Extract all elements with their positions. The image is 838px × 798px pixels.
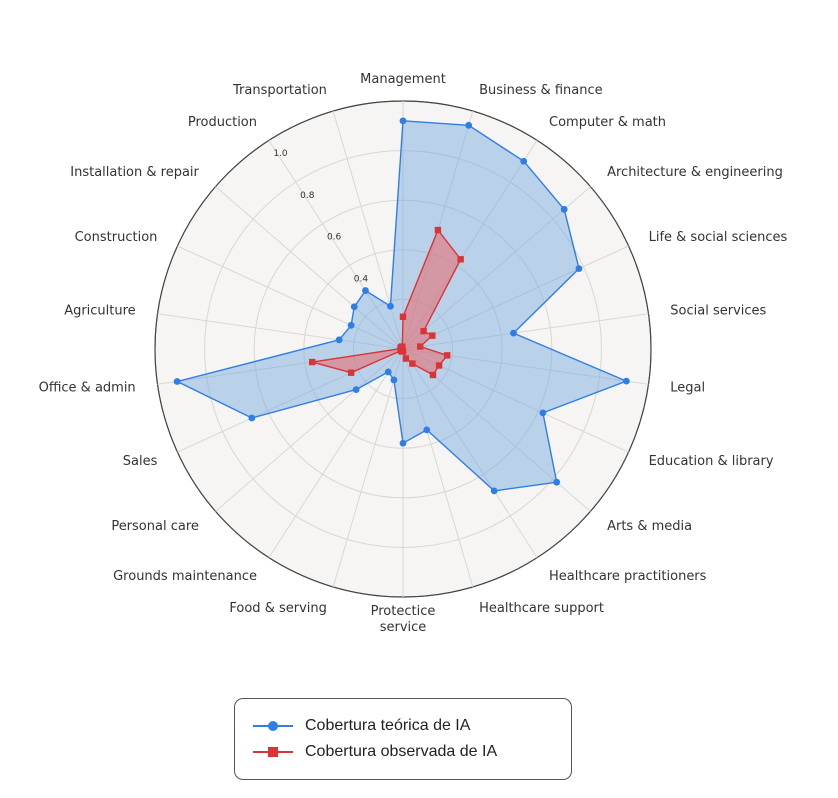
data-point-observed-computer-math bbox=[457, 256, 464, 263]
grid-spoke bbox=[157, 313, 404, 350]
category-label-grounds-maintenance: Grounds maintenance bbox=[113, 569, 257, 584]
data-point-observed-transportation bbox=[399, 343, 406, 350]
legend-label-observed: Cobertura observada de IA bbox=[305, 743, 498, 760]
data-point-observed-office-admin bbox=[308, 358, 316, 366]
legend-swatch-theoretical bbox=[253, 721, 293, 731]
legend-swatch-observed bbox=[253, 747, 293, 757]
data-point-observed-education-library bbox=[435, 362, 443, 369]
data-point-observed-arts-media bbox=[429, 371, 437, 379]
category-label-office-admin: Office & admin bbox=[39, 380, 136, 395]
data-point-theoretical-healthcare-practitioners bbox=[490, 487, 498, 495]
series-layer bbox=[173, 117, 630, 495]
category-label-arts-media: Arts & media bbox=[607, 519, 692, 534]
grid-spoke bbox=[402, 313, 649, 350]
r-tick-label: 0.4 bbox=[354, 274, 369, 284]
legend-item-observed: Cobertura observada de IA bbox=[251, 741, 497, 763]
grid-spoke bbox=[268, 348, 404, 558]
data-point-observed-architecture-engineering bbox=[420, 327, 427, 335]
data-point-theoretical-healthcare-support bbox=[423, 426, 431, 434]
data-point-theoretical-personal-care bbox=[352, 386, 360, 394]
category-label-food-serving: Food & serving bbox=[229, 601, 327, 616]
grid-spoke bbox=[215, 348, 404, 512]
r-tick-label: 0.8 bbox=[300, 191, 315, 201]
category-label-education-library: Education & library bbox=[649, 454, 774, 469]
data-point-theoretical-management bbox=[399, 117, 407, 125]
category-label-legal: Legal bbox=[670, 380, 705, 395]
category-label-agriculture: Agriculture bbox=[64, 304, 136, 319]
data-point-theoretical-construction bbox=[347, 321, 355, 329]
category-labels: Management Business & finance Computer & m… bbox=[39, 72, 788, 635]
category-label-life-social-sciences: Life & social sciences bbox=[649, 230, 788, 245]
data-point-theoretical-installation-repair bbox=[350, 303, 358, 311]
grid-spoke bbox=[402, 186, 591, 350]
category-label-construction: Construction bbox=[75, 230, 158, 245]
grid-spoke bbox=[402, 348, 474, 588]
legend-label-theoretical: Cobertura teórica de IA bbox=[305, 717, 471, 734]
category-label-social-services: Social services bbox=[670, 304, 766, 319]
grid-spoke bbox=[268, 140, 404, 350]
series-0 bbox=[173, 117, 630, 495]
category-label-business-finance: Business & finance bbox=[479, 83, 603, 98]
data-point-theoretical-office-admin bbox=[173, 378, 181, 385]
data-point-theoretical-architecture-engineering bbox=[560, 205, 568, 213]
data-point-theoretical-education-library bbox=[539, 409, 547, 417]
data-point-theoretical-grounds-maintenance bbox=[384, 368, 392, 376]
grid-spoke bbox=[332, 348, 404, 588]
r-tick-label: 1.0 bbox=[273, 149, 288, 159]
category-label-healthcare-support: Healthcare support bbox=[479, 601, 604, 616]
grid-spoke bbox=[215, 186, 404, 350]
category-label-transportation: Transportation bbox=[232, 83, 327, 98]
data-point-observed-healthcare-practitioners bbox=[409, 360, 416, 367]
category-label-sales: Sales bbox=[123, 454, 158, 469]
category-label-architecture-engineering: Architecture & engineering bbox=[607, 165, 783, 180]
category-label-management: Management bbox=[360, 72, 446, 87]
data-point-observed-business-finance bbox=[434, 226, 442, 234]
data-point-observed-sales bbox=[347, 369, 355, 376]
category-label-protectice-service: Protectice service bbox=[371, 604, 436, 635]
data-point-theoretical-life-social-sciences bbox=[575, 265, 583, 273]
data-point-theoretical-agriculture bbox=[335, 336, 343, 344]
grid-spoke bbox=[402, 245, 629, 350]
legend: Cobertura teórica de IA Cobertura observ… bbox=[234, 698, 572, 780]
category-label-healthcare-practitioners: Healthcare practitioners bbox=[549, 569, 707, 584]
data-point-observed-legal bbox=[443, 352, 451, 359]
data-point-observed-life-social-sciences bbox=[429, 332, 436, 339]
data-point-theoretical-social-services bbox=[510, 329, 517, 337]
category-label-computer-math: Computer & math bbox=[549, 115, 666, 130]
data-point-theoretical-business-finance bbox=[465, 121, 473, 129]
data-point-theoretical-production bbox=[362, 287, 369, 294]
data-point-theoretical-computer-math bbox=[520, 157, 528, 165]
data-point-observed-healthcare-support bbox=[402, 355, 409, 362]
data-point-theoretical-arts-media bbox=[553, 478, 561, 486]
data-point-observed-management bbox=[399, 313, 407, 320]
data-point-observed-social-services bbox=[416, 343, 424, 350]
legend-item-theoretical: Cobertura teórica de IA bbox=[251, 715, 470, 737]
category-label-personal-care: Personal care bbox=[111, 519, 199, 534]
category-label-installation-repair: Installation & repair bbox=[70, 165, 199, 180]
data-point-theoretical-transportation bbox=[387, 302, 394, 310]
grid-spoke bbox=[177, 245, 404, 350]
series-1 bbox=[308, 226, 464, 379]
data-point-theoretical-legal bbox=[622, 377, 630, 385]
data-point-theoretical-protectice-service bbox=[399, 439, 407, 447]
radar-chart: 0.4 0.6 0.8 1.0 Management Business & financ… bbox=[39, 72, 788, 635]
grid-spoke bbox=[402, 348, 538, 558]
category-label-production: Production bbox=[188, 115, 257, 130]
r-tick-label: 0.6 bbox=[327, 233, 342, 243]
data-point-theoretical-food-serving bbox=[390, 376, 398, 384]
radial-tick-labels: 0.4 0.6 0.8 1.0 bbox=[273, 149, 368, 284]
data-point-theoretical-sales bbox=[248, 414, 256, 422]
